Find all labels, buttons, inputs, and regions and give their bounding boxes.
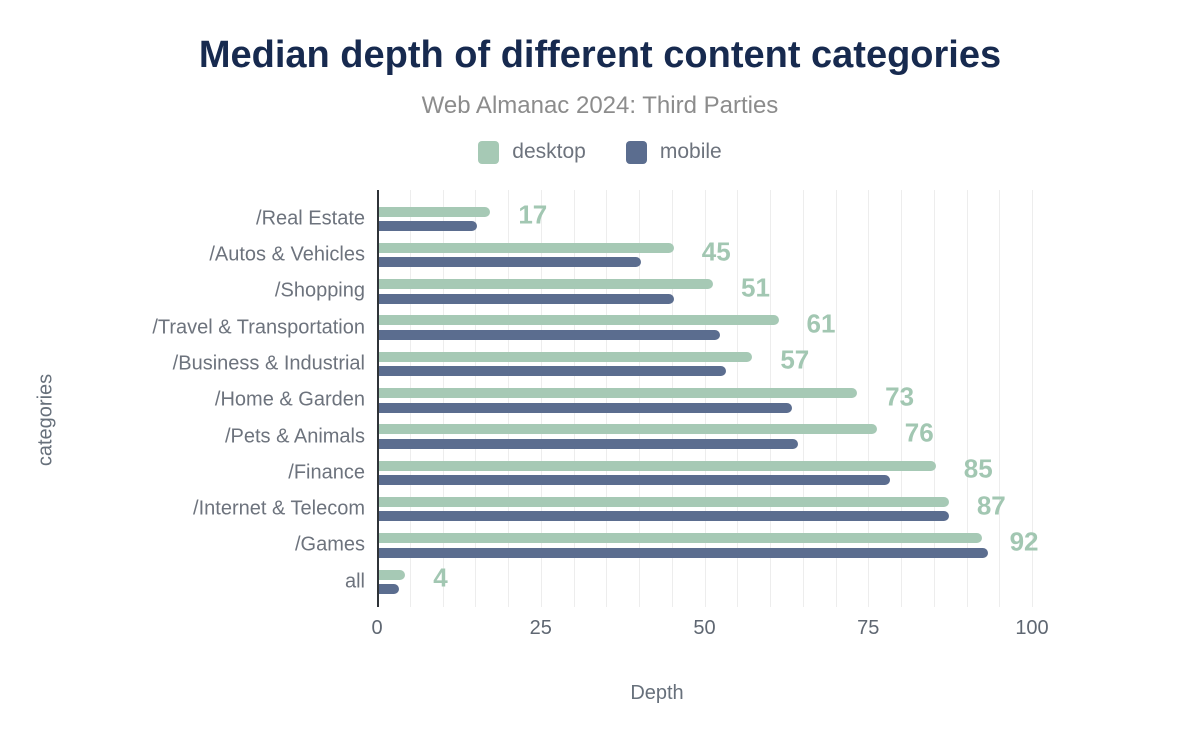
category-label: /Finance: [288, 461, 365, 484]
mobile-series-swatch: [625, 140, 647, 164]
category-label: /Games: [294, 533, 365, 556]
mobile-bar-5: [379, 366, 727, 377]
mobile-bar-6: [379, 402, 792, 413]
value-label: 4: [433, 562, 448, 593]
x-tick-label: 50: [693, 617, 716, 639]
category-label: all: [344, 570, 365, 593]
gridline: [475, 190, 477, 607]
mobile-bar-3: [379, 293, 674, 304]
x-tick-label: 75: [857, 617, 880, 639]
value-label: 87: [976, 490, 1006, 521]
chart-title: Median depth of different content catego…: [198, 34, 1002, 76]
mobile-bar-8: [379, 475, 890, 486]
gridline: [573, 190, 575, 607]
value-label: 73: [885, 381, 915, 412]
desktop-bar-7: [379, 424, 877, 435]
legend: desktop mobile: [0, 140, 1200, 164]
gridline: [966, 190, 968, 607]
mobile-bar-1: [379, 221, 478, 231]
mobile-bar-9: [379, 511, 949, 522]
x-tick-label: 25: [529, 617, 552, 639]
gridline: [999, 190, 1001, 607]
legend-label-mobile: mobile: [659, 140, 722, 163]
mobile-bar-4: [379, 329, 720, 340]
value-label: 57: [780, 344, 810, 375]
gridline: [442, 190, 444, 607]
plot-area: 17 45 51 61 57 73 76 85 87 92 4: [377, 190, 1039, 607]
gridline: [606, 190, 608, 607]
desktop-bar-6: [379, 388, 858, 398]
desktop-series-swatch: [478, 140, 500, 164]
desktop-bar-10: [379, 533, 982, 544]
category-label: /Home & Garden: [214, 388, 365, 411]
category-label: /Travel & Transportation: [152, 316, 365, 339]
x-tick-label: 100: [1015, 617, 1049, 639]
desktop-bar-2: [379, 242, 674, 253]
category-label: /Shopping: [274, 279, 365, 302]
value-label: 92: [1009, 526, 1039, 557]
desktop-bar-11: [379, 569, 406, 580]
mobile-bar-7: [379, 438, 799, 449]
mobile-bar-10: [379, 547, 989, 558]
gridline: [737, 190, 739, 607]
chart-subtitle: Web Almanac 2024: Third Parties: [421, 92, 779, 119]
gridline: [835, 190, 837, 607]
value-label: 85: [963, 453, 993, 484]
desktop-bar-3: [379, 279, 714, 290]
gridline: [933, 190, 935, 607]
gridline: [901, 190, 902, 607]
category-label: /Internet & Telecom: [193, 497, 365, 520]
desktop-bar-1: [379, 206, 491, 217]
value-label: 76: [904, 417, 934, 448]
desktop-bar-8: [379, 460, 936, 471]
gridline: [770, 190, 771, 607]
mobile-bar-11: [379, 584, 399, 594]
desktop-bar-9: [379, 496, 949, 507]
x-axis-title: Depth: [630, 682, 684, 704]
legend-item-mobile[interactable]: mobile: [625, 140, 722, 164]
gridline: [639, 190, 640, 607]
value-label: 61: [806, 308, 836, 339]
gridline: [802, 190, 804, 607]
desktop-bar-5: [379, 351, 753, 362]
value-label: 51: [741, 272, 770, 303]
category-label: /Autos & Vehicles: [209, 243, 365, 266]
gridline: [409, 190, 411, 607]
category-label: /Business & Industrial: [172, 352, 365, 375]
value-label: 45: [701, 236, 731, 267]
y-axis-line: [377, 190, 379, 607]
category-label: /Pets & Animals: [224, 425, 365, 448]
gridline: [1032, 190, 1033, 607]
gridline: [540, 190, 542, 607]
legend-item-desktop[interactable]: desktop: [478, 140, 586, 164]
gridline: [868, 190, 870, 607]
value-label: 17: [518, 199, 548, 230]
category-label: /Real Estate: [256, 207, 365, 230]
y-axis-title: categories: [34, 373, 57, 467]
legend-label-desktop: desktop: [512, 140, 586, 163]
desktop-bar-4: [379, 315, 779, 326]
mobile-bar-2: [379, 257, 641, 268]
gridline: [671, 190, 673, 607]
x-tick-label: 0: [371, 617, 383, 639]
gridline: [704, 190, 706, 607]
gridline: [508, 190, 509, 607]
